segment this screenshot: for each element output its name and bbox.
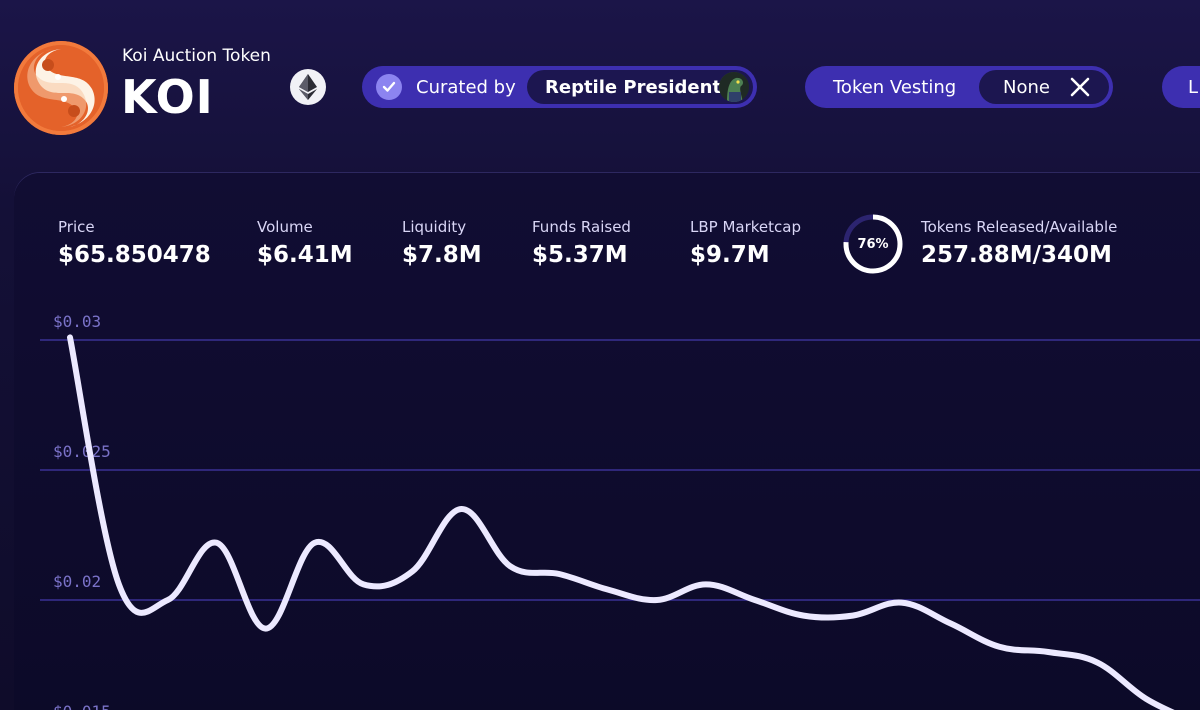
stat-marketcap: LBP Marketcap $9.7M [690, 218, 801, 268]
truncated-pill-label: L [1188, 76, 1199, 98]
verified-check-icon [376, 74, 402, 100]
ethereum-icon[interactable] [290, 69, 326, 105]
curated-by-pill[interactable]: Curated by Reptile Presidente [362, 66, 757, 108]
stat-liquidity: Liquidity $7.8M [402, 218, 482, 268]
token-vesting-pill[interactable]: Token Vesting None [805, 66, 1113, 108]
stat-price: Price $65.850478 [58, 218, 211, 268]
token-symbol: KOI [121, 70, 214, 124]
y-tick-label: $0.03 [53, 312, 101, 331]
stat-value: 257.88M/340M [921, 242, 1112, 268]
stat-funds-raised: Funds Raised $5.37M [532, 218, 631, 268]
y-tick-label: $0.025 [53, 442, 111, 461]
stat-value: $7.8M [402, 242, 482, 268]
truncated-pill[interactable]: L [1162, 66, 1200, 108]
y-tick-label: $0.015 [53, 702, 111, 710]
curator-avatar [719, 72, 749, 102]
stat-label: Funds Raised [532, 218, 631, 236]
stat-value: $5.37M [532, 242, 628, 268]
curated-label: Curated by [416, 76, 516, 98]
token-vesting-value-chip[interactable]: None [979, 70, 1109, 104]
stat-label: Tokens Released/Available [921, 218, 1118, 236]
token-vesting-label: Token Vesting [833, 76, 957, 98]
tokens-released-ring [843, 214, 903, 274]
curator-chip[interactable]: Reptile Presidente [527, 70, 753, 104]
y-tick-label: $0.02 [53, 572, 101, 591]
stat-label: Liquidity [402, 218, 467, 236]
stat-label: LBP Marketcap [690, 218, 801, 236]
token-vesting-value: None [1003, 76, 1050, 98]
koi-logo [14, 41, 108, 135]
stat-label: Price [58, 218, 95, 236]
curator-name: Reptile Presidente [545, 76, 734, 98]
close-icon[interactable] [1069, 76, 1091, 98]
chart-panel [14, 173, 1200, 710]
tokens-released-percent: 76% [857, 236, 889, 252]
price-chart[interactable]: $0.03 $0.025 $0.02 $0.015 [0, 290, 1200, 710]
stat-value: $65.850478 [58, 242, 211, 268]
stat-label: Volume [257, 218, 313, 236]
stat-tokens-released: Tokens Released/Available 257.88M/340M [921, 218, 1117, 268]
stat-value: $6.41M [257, 242, 353, 268]
stat-value: $9.7M [690, 242, 770, 268]
stat-volume: Volume $6.41M [257, 218, 353, 268]
token-name: Koi Auction Token [122, 46, 271, 66]
price-line [67, 334, 1175, 710]
